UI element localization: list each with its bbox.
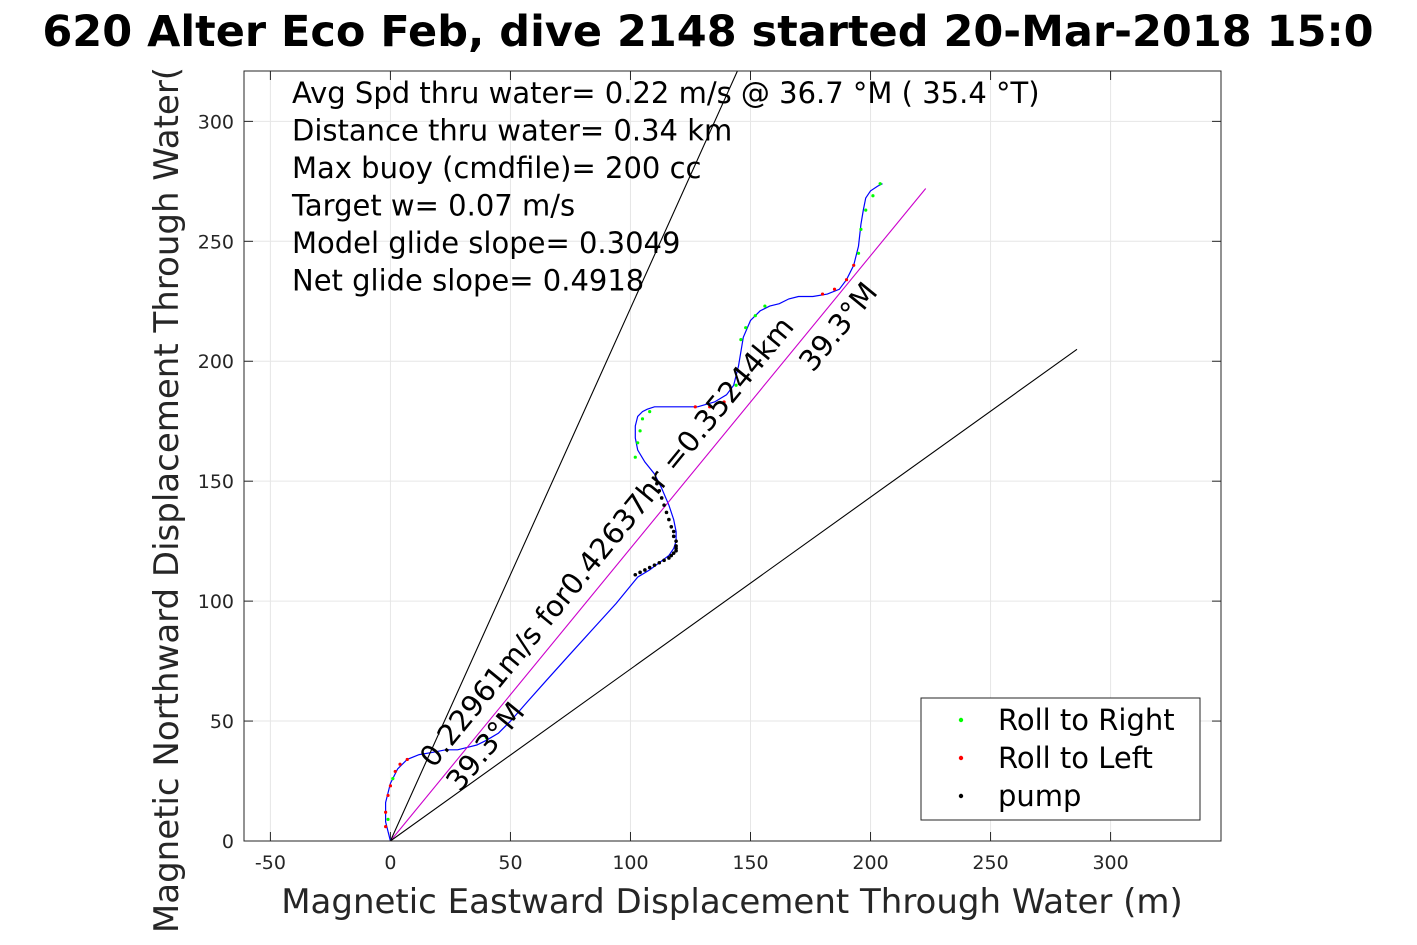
roll-right-point [763, 304, 767, 308]
plot-inner [384, 71, 1078, 841]
plot-lines [385, 71, 1078, 841]
x-tick-label: 200 [852, 852, 888, 874]
y-tick-label: 150 [198, 471, 234, 493]
pump-point [664, 510, 669, 515]
roll-right-point [744, 326, 748, 330]
roll-right-point [633, 455, 637, 459]
pump-point [667, 556, 671, 560]
x-tick-label: 100 [612, 852, 648, 874]
pump-point [671, 551, 676, 555]
pump-point [659, 496, 664, 500]
pump-point [655, 481, 659, 486]
legend-box [920, 697, 1201, 821]
pump-point [643, 568, 647, 572]
roll-right-point [739, 338, 743, 342]
legend-label: Roll to Right [998, 703, 1175, 737]
pump-point [669, 524, 674, 529]
roll-right-point [856, 251, 861, 255]
x-axis-label: Magnetic Eastward Displacement Through W… [281, 882, 1183, 922]
info-line: Model glide slope= 0.3049 [292, 226, 680, 260]
plot-frame [243, 70, 1222, 842]
y-tick-label: 250 [198, 231, 234, 253]
x-tick-label: 0 [384, 852, 396, 874]
roll-right-point [753, 314, 757, 318]
roll-left-point [388, 784, 393, 788]
legend-label: pump [998, 779, 1081, 813]
pump-point [667, 517, 671, 522]
x-axis: -50 0 50 100 150 200 250 300 [255, 71, 1129, 874]
chart-title: 620 Alter Eco Feb, dive 2148 started 20-… [42, 7, 1373, 57]
roll-right-point [386, 817, 390, 822]
y-axis-label: Magnetic Northward Displacement Through … [147, 67, 187, 933]
info-line: Net glide slope= 0.4918 [292, 264, 644, 298]
legend: Roll to Right Roll to Left pump [920, 697, 1201, 821]
roll-right-point [871, 194, 875, 198]
legend-marker [958, 717, 964, 723]
roll-right-point [648, 410, 652, 414]
x-tick-label: 300 [1092, 852, 1128, 874]
y-axis: 0 50 100 150 200 250 300 [198, 111, 1221, 853]
roll-left-point [722, 400, 726, 404]
pump-point [674, 544, 678, 548]
x-tick-label: 150 [732, 852, 768, 874]
pump-point [652, 563, 657, 567]
info-line: Target w= 0.07 m/s [291, 189, 575, 223]
roll-left-point [384, 810, 388, 814]
pump-point [638, 570, 642, 575]
info-line: Max buoy (cmdfile)= 200 cc [292, 151, 701, 185]
roll-left-point [693, 405, 697, 409]
roll-left-point [393, 769, 397, 774]
pump-point [671, 534, 676, 539]
legend-label: Roll to Left [998, 741, 1153, 775]
series-bound-upper [389, 71, 739, 841]
pump-point [671, 529, 676, 534]
y-tick-label: 50 [210, 711, 234, 733]
roll-right-point [734, 383, 738, 387]
info-line: Distance thru water= 0.34 km [292, 114, 732, 148]
roll-left-point [844, 278, 849, 282]
legend-marker [958, 793, 964, 799]
pump-point [674, 539, 678, 543]
plot-markers [384, 182, 882, 829]
roll-right-point [391, 777, 395, 781]
pump-point [657, 488, 662, 493]
y-tick-label: 0 [222, 831, 234, 853]
roll-left-point [708, 405, 712, 409]
series-trajectory [385, 183, 883, 841]
pump-point [657, 560, 662, 565]
roll-right-point [638, 429, 642, 433]
x-tick-label: -50 [255, 852, 286, 874]
roll-left-point [820, 292, 825, 296]
series-bound-lower [390, 348, 1078, 841]
info-box: Avg Spd thru water= 0.22 m/s @ 36.7 °M (… [291, 76, 1040, 298]
pump-point [662, 558, 666, 563]
roll-right-point [484, 736, 489, 740]
pump-point [662, 503, 666, 507]
roll-right-point [859, 227, 863, 231]
x-tick-label: 250 [972, 852, 1008, 874]
y-tick-label: 300 [198, 111, 234, 133]
roll-right-point [640, 417, 645, 421]
pump-point [669, 553, 674, 558]
roll-left-point [384, 825, 388, 829]
roll-right-point [636, 441, 640, 445]
series-heading [389, 188, 927, 841]
roll-right-point [864, 208, 868, 212]
roll-right-point [878, 182, 882, 186]
roll-left-point [398, 762, 402, 766]
roll-left-point [832, 287, 837, 291]
roll-left-point [852, 263, 856, 267]
y-tick-label: 200 [198, 351, 234, 373]
info-line: Avg Spd thru water= 0.22 m/s @ 36.7 °M (… [292, 76, 1040, 110]
pump-point [647, 565, 652, 570]
y-tick-label: 100 [198, 591, 234, 613]
roll-left-point [386, 793, 390, 798]
x-tick-label: 50 [498, 852, 522, 874]
pump-point [633, 572, 638, 577]
legend-marker [958, 755, 964, 761]
roll-left-point [405, 757, 409, 762]
